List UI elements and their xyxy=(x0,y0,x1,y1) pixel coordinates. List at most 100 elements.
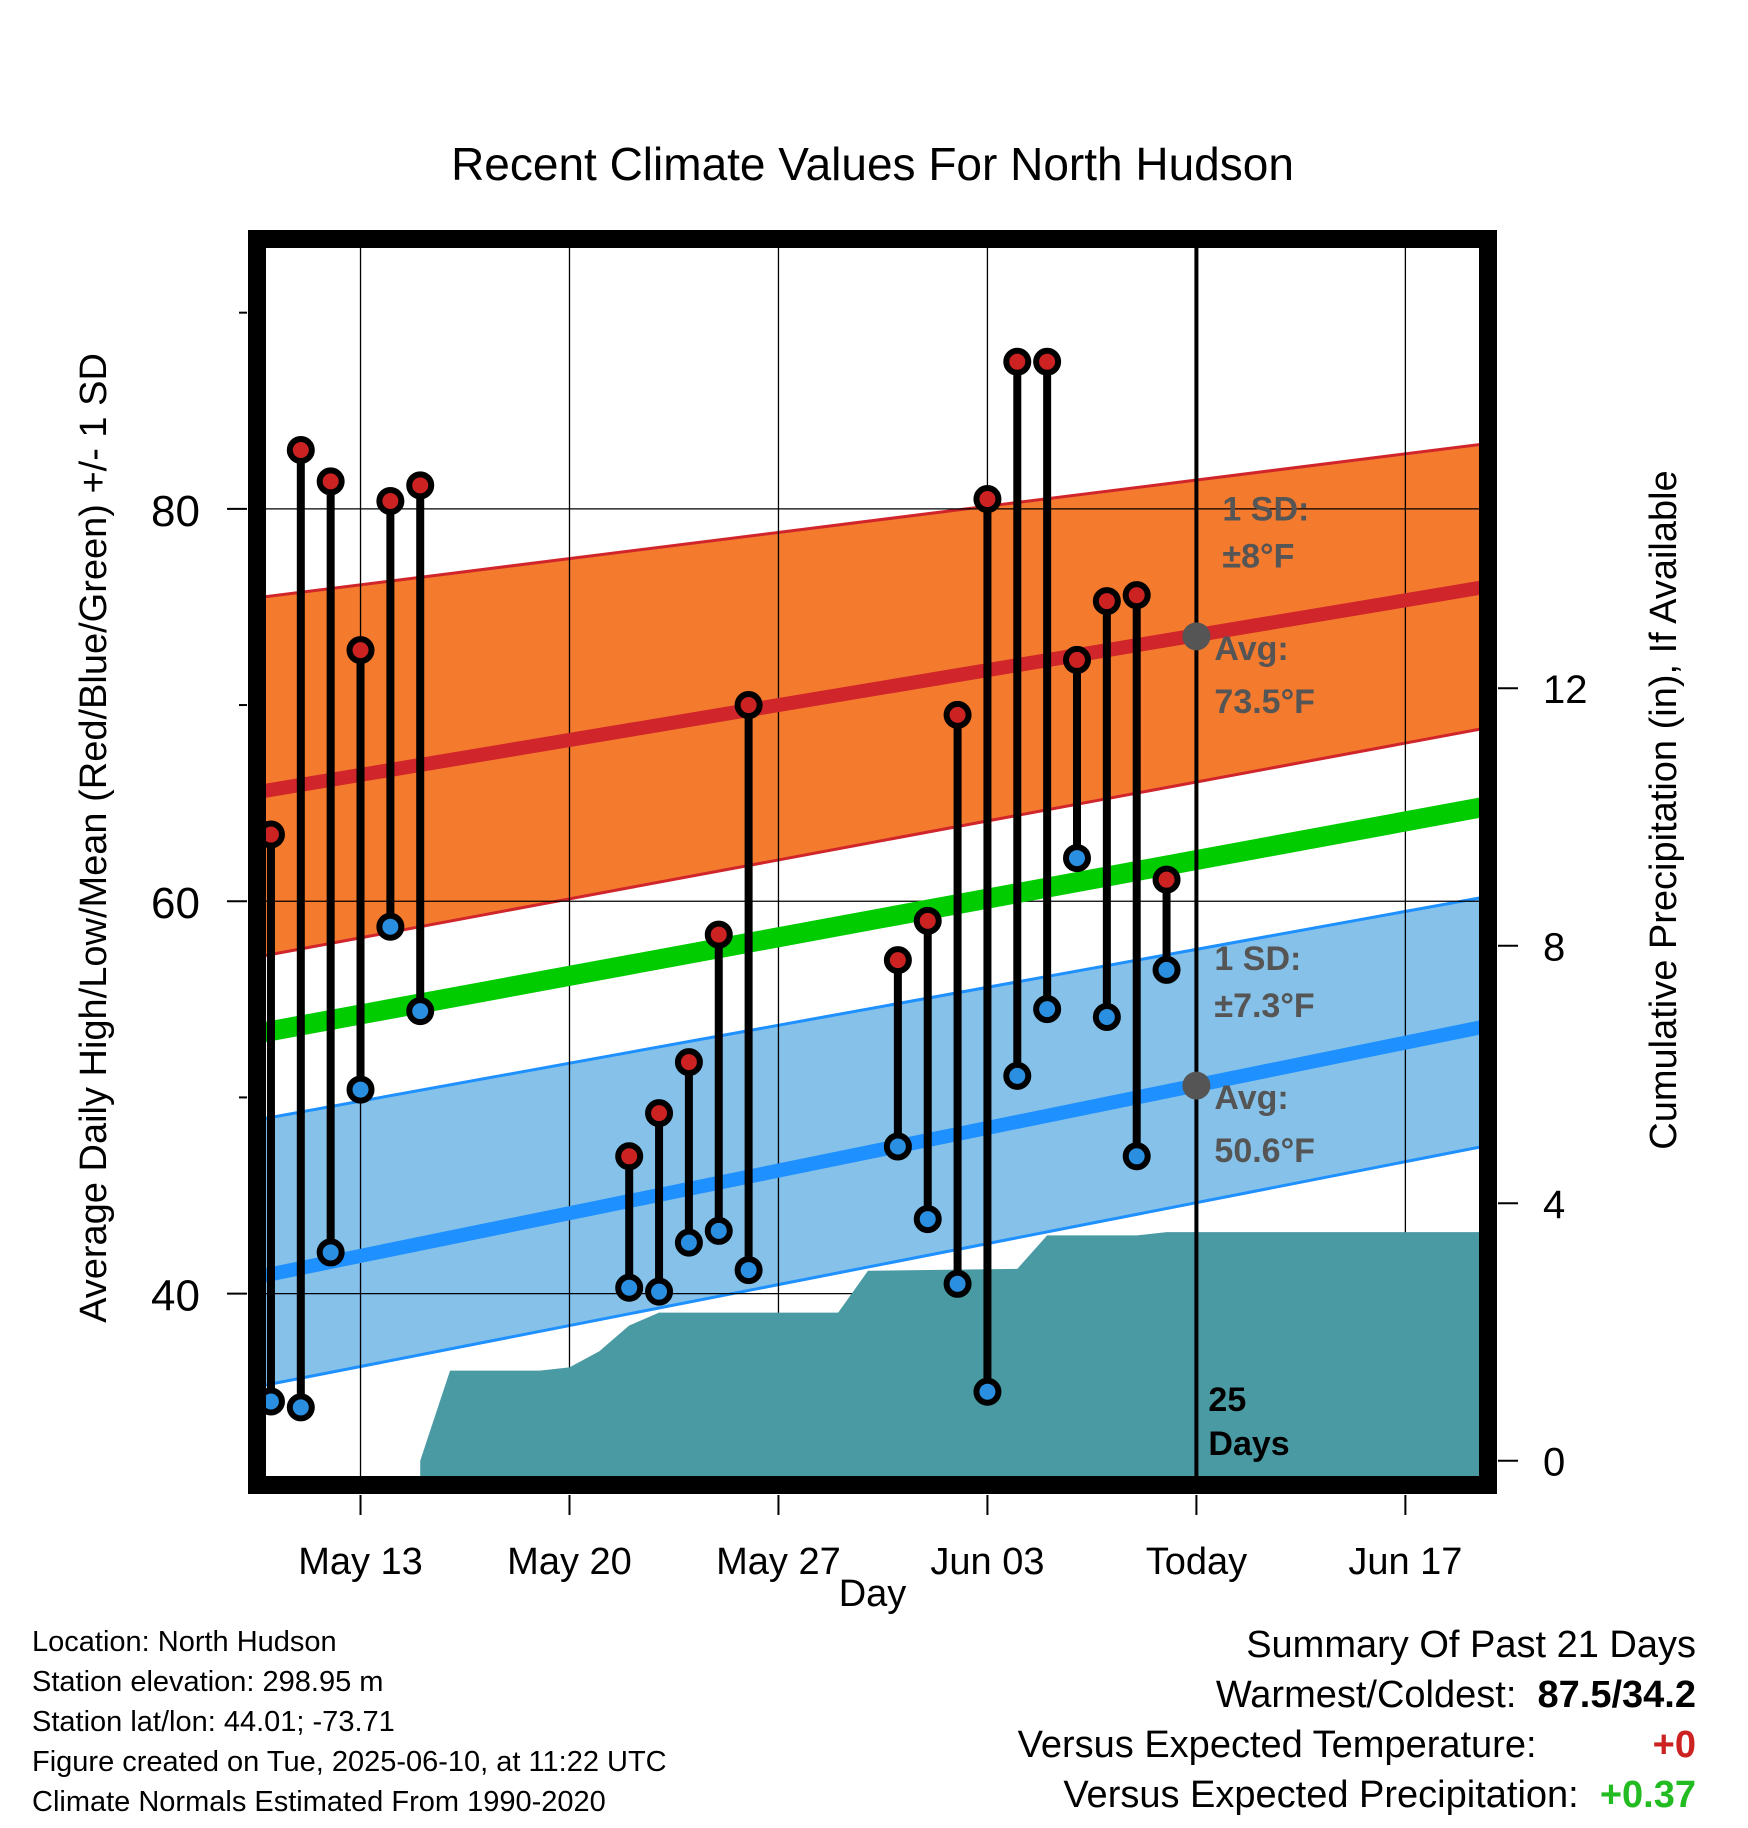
high-sd-band-lower-edge xyxy=(262,727,1483,958)
low-point xyxy=(1003,1061,1032,1090)
high-point xyxy=(913,906,942,935)
high-point xyxy=(262,820,285,849)
low-point xyxy=(1092,1002,1121,1031)
low-point xyxy=(346,1075,375,1104)
elevation-text: Station elevation: 298.95 m xyxy=(32,1666,384,1698)
high-point xyxy=(704,920,733,949)
y2-tick-label-12: 12 xyxy=(1543,668,1588,712)
location-text: Location: North Hudson xyxy=(32,1626,337,1658)
low-sd-label: 1 SD: xyxy=(1214,940,1301,978)
high-avg-dot xyxy=(1182,622,1211,651)
y-axis-label: Average Daily High/Low/Mean (Red/Blue/Gr… xyxy=(73,353,115,1323)
low-point xyxy=(645,1277,674,1306)
high-point xyxy=(615,1142,644,1171)
temp-value: +0 xyxy=(1652,1724,1696,1766)
low-point xyxy=(1122,1142,1151,1171)
days-label: Days xyxy=(1208,1425,1289,1463)
climate-chart: Recent Climate Values For North Hudson 1 … xyxy=(73,138,1685,1615)
y2-tick-label-8: 8 xyxy=(1543,926,1565,970)
summary-panel: Summary Of Past 21 Days Warmest/Coldest:… xyxy=(1018,1620,1696,1820)
high-point xyxy=(645,1099,674,1128)
high-sd-band xyxy=(262,444,1483,957)
x-tick-label-1: May 20 xyxy=(507,1541,632,1583)
low-avg-label: Avg: xyxy=(1214,1079,1288,1117)
y2-axis-label: Cumulative Precipitation (in), If Availa… xyxy=(1643,470,1685,1149)
low-point xyxy=(883,1132,912,1161)
high-point xyxy=(883,946,912,975)
precip-value: +0.37 xyxy=(1599,1774,1696,1816)
y-tick-label-40: 40 xyxy=(151,1272,200,1321)
low-point xyxy=(734,1256,763,1285)
temp-row: Versus Expected Temperature: +0 xyxy=(1018,1720,1696,1770)
low-point xyxy=(262,1387,285,1416)
warm-cold-label: Warmest/Coldest: xyxy=(1215,1674,1517,1716)
x-axis-label: Day xyxy=(839,1573,907,1615)
warm-cold-value: 87.5/34.2 xyxy=(1537,1674,1696,1716)
high-point xyxy=(1003,347,1032,376)
high-point xyxy=(1122,581,1151,610)
low-point xyxy=(1152,955,1181,984)
high-point xyxy=(286,436,315,464)
summary-heading: Summary Of Past 21 Days xyxy=(1246,1624,1696,1666)
high-mean-line xyxy=(262,580,1483,799)
y-tick-label-80: 80 xyxy=(151,487,200,536)
high-point xyxy=(973,485,1002,514)
created-text: Figure created on Tue, 2025-06-10, at 11… xyxy=(32,1746,667,1778)
high-sd-label: 1 SD: xyxy=(1222,491,1309,529)
daily-mean-line xyxy=(262,797,1483,1043)
high-point xyxy=(376,487,405,516)
days-count: 25 xyxy=(1208,1381,1246,1419)
station-info: Location: North Hudson Station elevation… xyxy=(32,1622,667,1822)
low-point xyxy=(943,1269,972,1298)
latlon-text: Station lat/lon: 44.01; -73.71 xyxy=(32,1706,395,1738)
warm-cold-row: Warmest/Coldest: 87.5/34.2 xyxy=(1018,1670,1696,1720)
low-point xyxy=(376,912,405,941)
low-avg-dot xyxy=(1182,1071,1211,1100)
low-point xyxy=(406,997,435,1026)
high-point xyxy=(1092,587,1121,616)
high-point xyxy=(406,471,435,500)
x-tick-label-2: May 27 xyxy=(716,1541,841,1583)
x-tick-label-3: Jun 03 xyxy=(930,1541,1044,1583)
chart-title: Recent Climate Values For North Hudson xyxy=(451,138,1294,190)
low-sd-value: ±7.3°F xyxy=(1214,987,1314,1025)
low-sd-band-upper-edge xyxy=(262,895,1483,1121)
low-sd-band-lower-edge xyxy=(262,1145,1483,1388)
temp-label: Versus Expected Temperature: xyxy=(1017,1724,1537,1766)
high-point xyxy=(674,1048,703,1077)
plot-frame xyxy=(248,230,1497,1494)
y2-tick-label-4: 4 xyxy=(1543,1183,1565,1227)
y2-tick-label-0: 0 xyxy=(1543,1441,1565,1485)
high-point xyxy=(943,700,972,729)
precip-label: Versus Expected Precipitation: xyxy=(1063,1774,1579,1816)
x-tick-label-5: Jun 17 xyxy=(1348,1541,1462,1583)
high-point xyxy=(1033,347,1062,376)
low-point xyxy=(913,1205,942,1234)
low-avg-value: 50.6°F xyxy=(1214,1132,1315,1170)
low-point xyxy=(615,1273,644,1302)
low-point xyxy=(674,1228,703,1257)
x-tick-label-0: May 13 xyxy=(298,1541,423,1583)
x-tick-label-4: Today xyxy=(1146,1541,1247,1583)
low-point xyxy=(286,1393,315,1422)
plot-area xyxy=(262,244,1483,1480)
low-point xyxy=(1033,995,1062,1024)
low-mean-line xyxy=(262,1019,1483,1283)
low-sd-band xyxy=(262,897,1483,1386)
low-point xyxy=(316,1238,345,1267)
normals-text: Climate Normals Estimated From 1990-2020 xyxy=(32,1786,606,1818)
precip-row: Versus Expected Precipitation: +0.37 xyxy=(1018,1770,1696,1820)
precipitation-area xyxy=(420,1232,1483,1480)
high-sd-band-upper-edge xyxy=(262,442,1483,599)
y-tick-label-60: 60 xyxy=(151,879,200,928)
low-point xyxy=(704,1216,733,1245)
low-point xyxy=(1062,844,1091,873)
high-point xyxy=(734,691,763,720)
high-avg-label: Avg: xyxy=(1214,630,1288,668)
high-point xyxy=(1062,645,1091,674)
low-point xyxy=(973,1377,1002,1406)
high-point xyxy=(346,636,375,665)
high-sd-value: ±8°F xyxy=(1222,538,1294,576)
high-avg-value: 73.5°F xyxy=(1214,683,1315,721)
high-point xyxy=(316,467,345,496)
